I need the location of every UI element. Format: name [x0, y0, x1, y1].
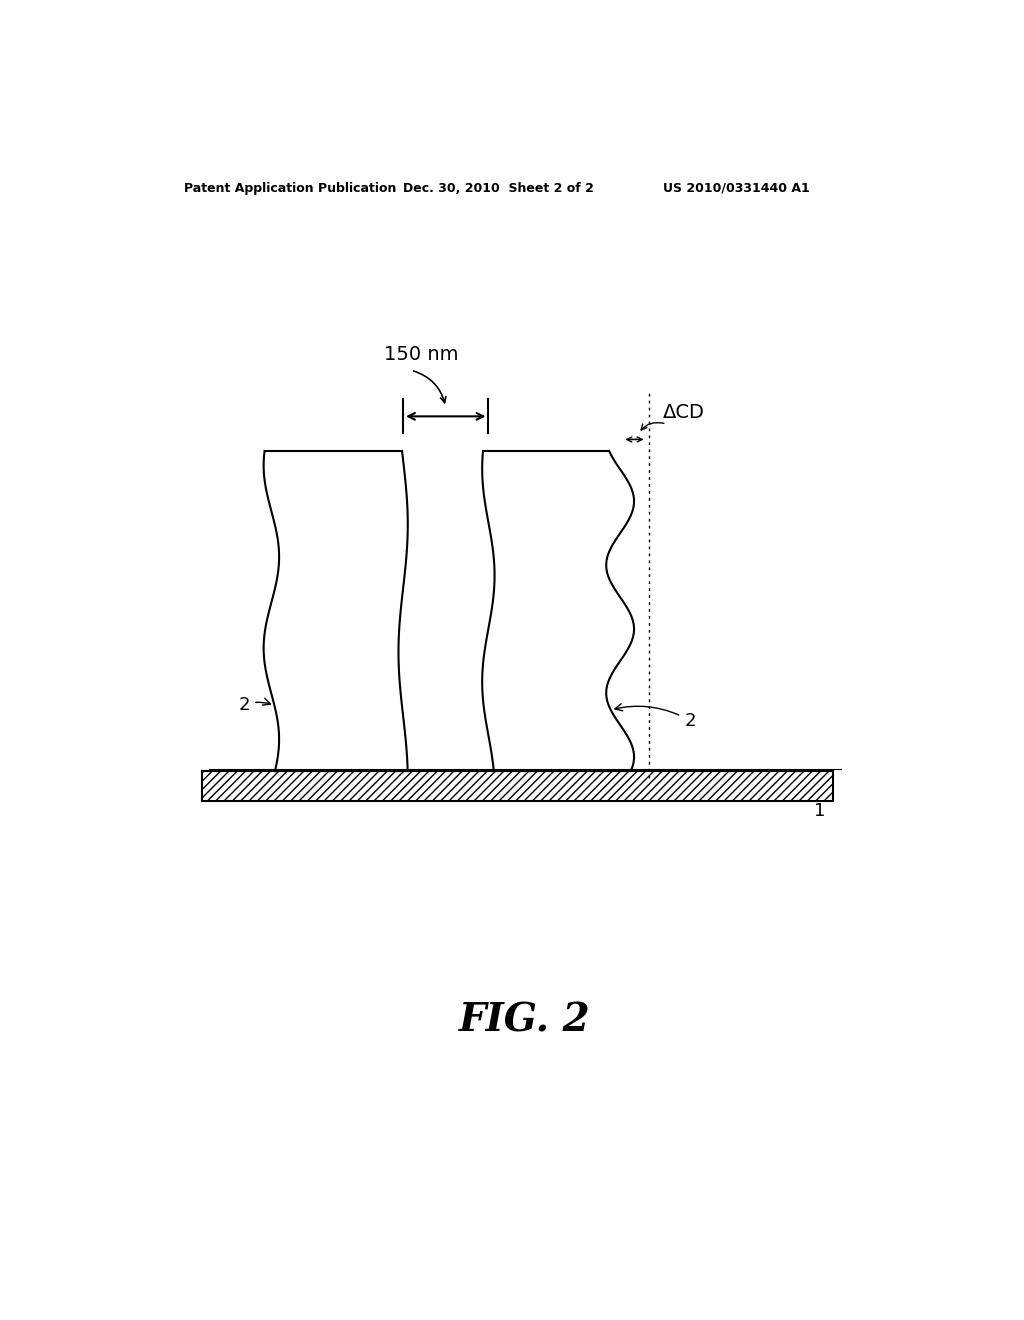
- Text: 2: 2: [239, 696, 270, 714]
- Text: 2: 2: [615, 704, 695, 730]
- Polygon shape: [482, 451, 634, 771]
- Text: 150 nm: 150 nm: [384, 346, 459, 364]
- Text: FIG. 2: FIG. 2: [459, 1002, 591, 1040]
- Text: US 2010/0331440 A1: US 2010/0331440 A1: [663, 182, 810, 194]
- Text: 1: 1: [814, 803, 825, 820]
- Text: ΔCD: ΔCD: [663, 403, 705, 422]
- Text: Dec. 30, 2010  Sheet 2 of 2: Dec. 30, 2010 Sheet 2 of 2: [403, 182, 594, 194]
- Text: Patent Application Publication: Patent Application Publication: [183, 182, 396, 194]
- Polygon shape: [263, 451, 408, 771]
- Bar: [202, 771, 834, 801]
